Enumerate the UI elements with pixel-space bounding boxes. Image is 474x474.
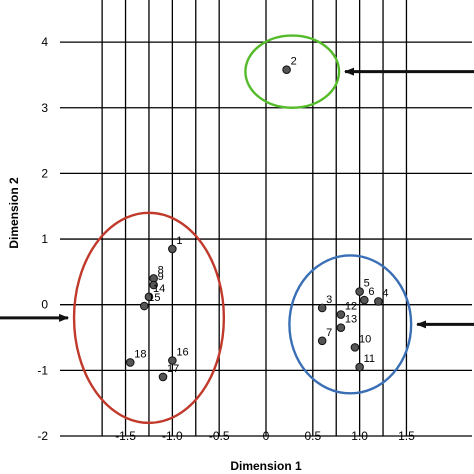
data-point [355,362,364,372]
point-label: 5 [364,278,370,290]
x-tick-label: 1.0 [351,429,368,443]
data-point [139,301,149,311]
data-point [336,310,346,319]
data-point [317,303,327,313]
grid [60,0,472,437]
point-label: 17 [167,363,179,375]
point-label: 4 [382,287,388,299]
point-label: 13 [345,314,357,326]
y-axis-title: Dimension 2 [7,177,21,249]
cluster-ellipse-1 [288,254,413,395]
y-tick-label: 2 [41,166,48,180]
point-label: 3 [326,294,332,306]
x-tick-label: -1.0 [162,429,183,443]
data-point [350,343,360,352]
point-label: 10 [359,333,371,345]
data-point [317,336,327,346]
data-point [168,244,177,254]
cluster-ellipses [72,34,413,425]
y-tick-label: 3 [41,101,48,115]
x-tick-label: 0.5 [304,429,321,443]
point-label: 16 [176,347,188,359]
point-label: 14 [153,283,165,295]
point-label: 12 [345,301,357,313]
point-label: 18 [134,348,146,360]
cluster-ellipse-0 [72,211,226,425]
point-label: 1 [176,235,182,247]
cluster-ellipse-2 [244,34,341,109]
data-point [144,292,154,302]
data-point [374,297,383,306]
y-tick-label: -1 [37,363,48,377]
x-tick-label: -0.5 [209,429,230,443]
data-point [360,295,369,305]
data-point [158,372,168,382]
data-point [149,280,158,290]
x-tick-label: -1.5 [115,429,136,443]
point-label: 6 [368,286,374,298]
x-axis-title: Dimension 1 [230,459,302,473]
data-point [168,356,177,365]
x-tick-label: 1.5 [398,429,415,443]
y-tick-label: 0 [41,298,48,312]
data-point [125,358,135,367]
point-label: 11 [364,353,375,365]
point-label: 15 [148,292,160,304]
point-label: 2 [291,56,297,68]
y-tick-label: 1 [41,232,48,246]
y-tick-label: 4 [41,35,48,49]
point-label: 8 [158,264,164,276]
y-tick-label: -2 [37,429,48,443]
point-label: 9 [158,271,164,283]
data-point [282,65,291,74]
data-point [336,323,346,332]
callout-arrows [0,67,474,329]
data-point [355,287,364,296]
point-label: 7 [326,327,332,339]
x-tick-label: 0 [263,429,270,443]
